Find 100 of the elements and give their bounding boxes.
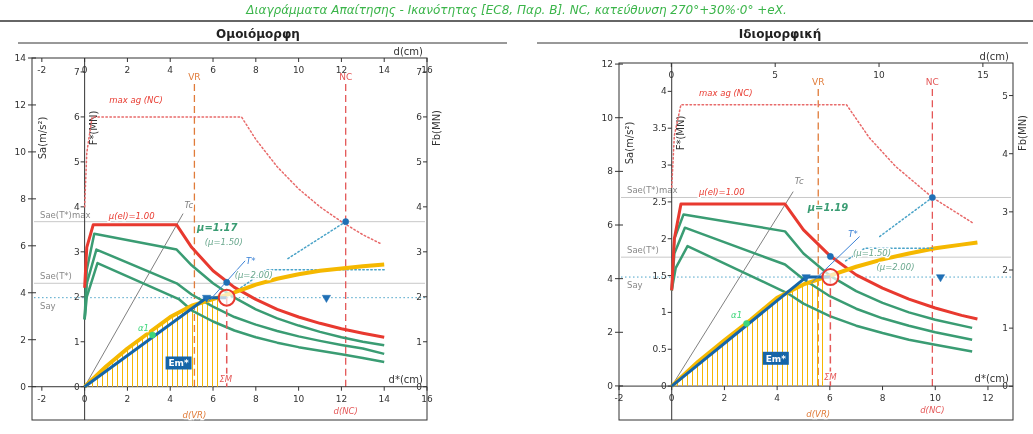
- y2-tick-label: 4: [416, 201, 423, 212]
- x2-tick-label: 15: [977, 70, 989, 80]
- y-tick-label: 1.5: [652, 270, 667, 281]
- point: [936, 274, 945, 283]
- annotation: max ag (NC): [109, 95, 163, 106]
- y2-axis-title: Fb(MN): [431, 109, 442, 147]
- annotation: d(NC): [920, 404, 945, 415]
- y-tick-label: 2.5: [652, 196, 667, 207]
- annotation: μ(el)=1.00: [107, 210, 155, 221]
- y2-tick-label: 3: [416, 246, 422, 257]
- annotation: Em*: [765, 353, 787, 364]
- y-tick-label: 0: [660, 381, 667, 392]
- x2-axis-title: d(cm): [979, 51, 1010, 62]
- annotation: α1: [731, 310, 743, 321]
- y2-tick-label: 6: [416, 111, 423, 122]
- annotation: μ=1.17: [196, 222, 238, 234]
- x-tick-label: 8: [879, 393, 886, 404]
- chart-title: Ιδιομορφική: [738, 27, 822, 41]
- y3-tick-label: 6: [20, 240, 27, 251]
- y3-tick-label: 10: [14, 146, 27, 157]
- point: [342, 218, 350, 226]
- y-tick-label: 7: [73, 66, 80, 77]
- y2-tick-label: 2: [416, 291, 422, 302]
- x-tick-label: -2: [37, 393, 47, 404]
- y3-tick-label: 14: [14, 53, 27, 63]
- y3-tick-label: 2: [607, 327, 613, 338]
- point: [821, 268, 840, 287]
- annotation: (μ=1.50): [204, 237, 243, 248]
- x-tick-label: 8: [252, 393, 259, 404]
- y3-axis-title: Sa(m/s²): [37, 116, 48, 160]
- x2-tick-label: -2: [37, 65, 47, 75]
- x2-tick-label: 2: [124, 65, 131, 75]
- x-tick-label: 2: [721, 393, 728, 404]
- y2-tick-label: 4: [1002, 148, 1009, 159]
- chart-title: Ομοιόμορφη: [216, 27, 300, 41]
- ref-line-label: VR: [812, 77, 825, 87]
- x2-tick-label: 10: [292, 65, 305, 75]
- x2-tick-label: 10: [873, 70, 886, 80]
- y3-axis-title: Sa(m/s²): [624, 121, 635, 165]
- y-tick-label: 2: [660, 233, 667, 244]
- y3-tick-label: 2: [20, 334, 26, 345]
- y2-tick-label: 3: [1002, 206, 1008, 217]
- annotation: max ag (NC): [699, 87, 753, 98]
- y-tick-label: 4: [73, 201, 80, 212]
- y-tick-label: 3.5: [652, 123, 667, 134]
- annotation: μ(el)=1.00: [697, 187, 745, 198]
- y3-tick-label: 8: [607, 166, 614, 177]
- y2-axis-title: Fb(MN): [1017, 114, 1028, 152]
- x2-tick-label: 4: [167, 65, 174, 75]
- x-tick-label: 4: [774, 393, 781, 404]
- x-tick-label: 12: [982, 393, 994, 404]
- annotation: ΣM: [824, 372, 838, 383]
- annotation: (μ=2.00): [876, 262, 915, 273]
- ref-line-label: Say: [40, 300, 56, 311]
- x2-tick-label: 0: [668, 70, 675, 80]
- point: [801, 274, 811, 283]
- y-axis-title: F*(MN): [674, 115, 686, 151]
- y-tick-label: 1: [660, 307, 667, 318]
- ref-line-label: NC: [925, 77, 939, 87]
- x-tick-label: 10: [292, 393, 305, 404]
- annotation: d(VR): [182, 410, 207, 421]
- y2-tick-label: 5: [416, 156, 422, 167]
- ref-line-label: Say: [627, 280, 643, 291]
- y3-tick-label: 12: [601, 59, 613, 70]
- x2-tick-label: 14: [378, 65, 391, 75]
- x-tick-label: -2: [614, 393, 624, 404]
- ref-line-label: NC: [339, 72, 353, 82]
- annotation: Tc: [184, 199, 194, 210]
- point: [217, 288, 236, 307]
- y2-tick-label: 7: [416, 66, 422, 77]
- y-tick-label: 2: [73, 291, 80, 302]
- line-series: [670, 202, 979, 321]
- x2-tick-label: 16: [421, 65, 433, 75]
- text: Διαγράμματα Απαίτησης - Ικανότητας [EC8, Παρ. Β]. NC, κατεύθυνση 270°+30%·0° +eX.: [245, 3, 787, 17]
- x-tick-label: 14: [378, 393, 391, 404]
- point: [322, 295, 331, 303]
- annotation: μ=1.19: [806, 201, 849, 213]
- y2-tick-label: 5: [1002, 90, 1008, 101]
- x-tick-label: 10: [929, 393, 942, 404]
- x2-axis-title: d(cm): [393, 46, 424, 57]
- annotation: T*: [848, 229, 858, 240]
- point: [223, 279, 231, 286]
- x-tick-label: 0: [81, 393, 88, 404]
- x-axis-title: d*(cm): [388, 373, 424, 385]
- ref-line-label: Sae(T*): [627, 245, 659, 256]
- y-tick-label: 4: [660, 86, 667, 97]
- annotation: d(NC): [333, 405, 358, 416]
- x2-tick-label: 6: [210, 65, 217, 75]
- y3-tick-label: 10: [601, 112, 614, 123]
- y3-tick-label: 0: [607, 380, 614, 391]
- ref-line-label: VR: [188, 72, 201, 82]
- y-tick-label: 0.5: [652, 344, 667, 355]
- y3-tick-label: 6: [607, 220, 614, 230]
- annotation: α1: [137, 322, 149, 333]
- x-tick-label: 2: [124, 393, 131, 404]
- y2-tick-label: 1: [1002, 323, 1008, 334]
- point: [149, 331, 156, 339]
- y-tick-label: 0: [73, 381, 80, 392]
- y-tick-label: 1: [73, 336, 80, 347]
- y3-tick-label: 12: [14, 99, 26, 110]
